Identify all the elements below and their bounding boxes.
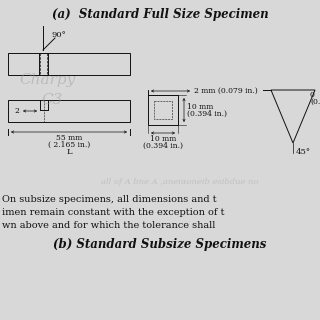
Text: 10 mm: 10 mm: [150, 135, 176, 143]
Text: C3: C3: [41, 93, 63, 107]
Text: 90°: 90°: [52, 31, 67, 39]
Text: (0.394 in.): (0.394 in.): [143, 142, 183, 150]
Text: imen remain constant with the exception of t: imen remain constant with the exception …: [2, 208, 225, 217]
Text: 10 mm: 10 mm: [187, 103, 213, 111]
Text: 0: 0: [310, 91, 315, 99]
Text: 2: 2: [14, 107, 19, 115]
Text: Charpy: Charpy: [20, 73, 76, 87]
Text: (b) Standard Subsize Specimens: (b) Standard Subsize Specimens: [53, 238, 267, 251]
Text: 45°: 45°: [296, 148, 311, 156]
Text: (a)  Standard Full Size Specimen: (a) Standard Full Size Specimen: [52, 8, 268, 21]
Text: 55 mm: 55 mm: [56, 134, 82, 142]
Text: On subsize specimens, all dimensions and t: On subsize specimens, all dimensions and…: [2, 195, 217, 204]
Bar: [39, 53, 48, 75]
Text: wn above and for which the tolerance shall: wn above and for which the tolerance sha…: [2, 221, 215, 230]
Bar: [154, 101, 172, 119]
Text: L: L: [66, 148, 72, 156]
Text: (0.0: (0.0: [310, 98, 320, 106]
Bar: [8, 100, 130, 122]
Bar: [148, 95, 178, 125]
Text: all of A bne A ,aneiαoneib esibdue no: all of A bne A ,aneiαoneib esibdue no: [101, 178, 259, 186]
Text: ( 2.165 in.): ( 2.165 in.): [48, 141, 90, 149]
Text: (0.394 in.): (0.394 in.): [187, 110, 227, 118]
Text: 2 mm (0.079 in.): 2 mm (0.079 in.): [194, 87, 258, 95]
Bar: [8, 53, 130, 75]
